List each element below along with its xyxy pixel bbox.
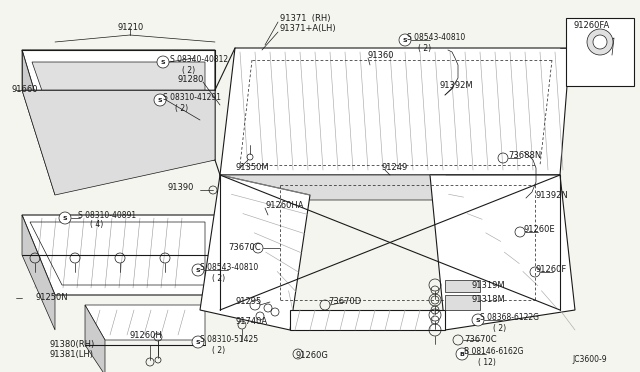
Text: B: B [460,352,465,356]
Polygon shape [32,62,205,148]
Polygon shape [290,310,445,330]
Text: 91740A: 91740A [235,317,267,327]
Text: ( 2): ( 2) [182,65,195,74]
Text: ( 2): ( 2) [175,103,188,112]
Text: 91280: 91280 [178,76,204,84]
Text: ( 2): ( 2) [493,324,506,333]
Text: ( 2): ( 2) [212,346,225,355]
Text: 91260G: 91260G [296,352,329,360]
Text: S: S [196,267,200,273]
Polygon shape [200,175,310,330]
Text: 91660: 91660 [12,86,38,94]
Polygon shape [85,305,105,372]
Text: S: S [157,97,163,103]
Text: B 08146-6162G: B 08146-6162G [464,347,524,356]
Circle shape [587,29,613,55]
Text: 91260HA: 91260HA [265,201,303,209]
Text: 73670D: 73670D [328,298,361,307]
Polygon shape [220,48,570,175]
Text: 91319M: 91319M [472,280,506,289]
Text: 91260H: 91260H [130,330,163,340]
Bar [445,295,480,310]
Polygon shape [22,215,55,330]
Text: 91371  (RH): 91371 (RH) [280,13,330,22]
Text: S 08543-40810: S 08543-40810 [200,263,259,273]
Text: S 08368-6122G: S 08368-6122G [480,314,539,323]
Circle shape [192,336,204,348]
Text: S 08310-51425: S 08310-51425 [200,336,258,344]
Text: S: S [403,38,407,42]
Text: 91360: 91360 [368,51,394,60]
Text: ( 2): ( 2) [212,273,225,282]
Text: 91250N: 91250N [35,294,68,302]
Text: 91260FA: 91260FA [574,20,611,29]
Text: 73670C: 73670C [464,336,497,344]
Polygon shape [22,50,215,160]
Text: JC3600-9: JC3600-9 [572,356,607,365]
Text: 73670C: 73670C [228,244,260,253]
Text: ( 4): ( 4) [90,221,103,230]
Circle shape [399,34,411,46]
Text: S: S [63,215,67,221]
Text: ( 2): ( 2) [418,44,431,52]
Text: 73688N: 73688N [508,151,541,160]
Text: 91350M: 91350M [236,164,269,173]
Text: S: S [196,340,200,344]
Bar [445,280,480,292]
Text: S 08340-40812: S 08340-40812 [170,55,228,64]
Text: S: S [161,60,165,64]
Polygon shape [22,50,55,195]
Text: S 08310-40891: S 08310-40891 [78,211,136,219]
Text: 91390: 91390 [168,183,195,192]
Text: S 08543-40810: S 08543-40810 [407,33,465,42]
Text: 91210: 91210 [118,23,144,32]
Circle shape [593,35,607,49]
Circle shape [192,264,204,276]
Circle shape [472,314,484,326]
Polygon shape [22,215,215,295]
Polygon shape [85,305,205,340]
Text: 91381(LH): 91381(LH) [50,350,94,359]
Text: 91249: 91249 [382,164,408,173]
Circle shape [154,94,166,106]
Bar [566,18,634,86]
Text: 91260E: 91260E [524,225,556,234]
Circle shape [59,212,71,224]
Text: 91392N: 91392N [535,190,568,199]
Circle shape [157,56,169,68]
Text: 91295: 91295 [236,298,262,307]
Circle shape [456,348,468,360]
Text: 91318M: 91318M [472,295,506,305]
Text: 91371+A(LH): 91371+A(LH) [280,23,337,32]
Text: ( 12): ( 12) [478,357,496,366]
Text: S: S [476,317,480,323]
Text: S 08310-41291: S 08310-41291 [163,93,221,103]
Polygon shape [218,175,560,200]
Polygon shape [430,175,575,330]
Text: 91392M: 91392M [440,80,474,90]
Polygon shape [22,90,215,195]
Text: 91260F: 91260F [535,266,566,275]
Text: 91380(RH): 91380(RH) [50,340,95,350]
